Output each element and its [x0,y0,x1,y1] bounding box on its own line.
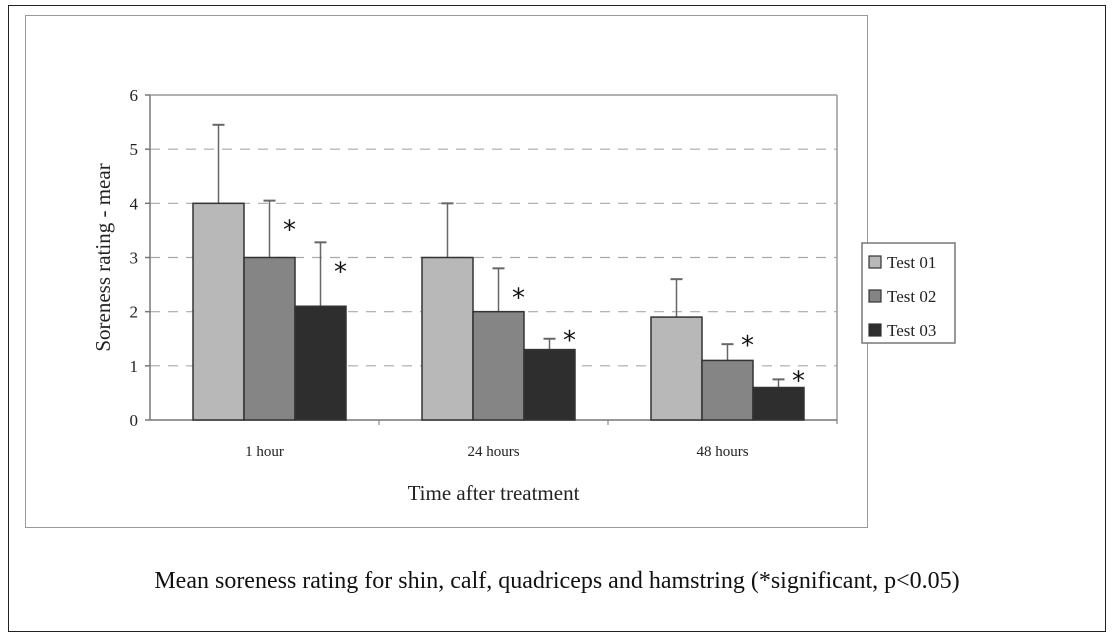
bar [192,202,245,421]
significance-marker: * [334,257,347,287]
significance-marker: * [512,283,525,313]
bar [752,386,805,421]
bar [523,348,576,421]
y-tick-label: 1 [130,357,139,376]
y-tick-label: 4 [130,194,139,213]
significance-marker: * [792,366,805,396]
y-axis-title: Soreness rating - mear [91,163,115,351]
y-tick-label: 6 [130,86,139,105]
x-axis-title: Time after treatment [408,481,580,505]
x-tick-label: 24 hours [467,444,519,460]
y-tick-label: 3 [130,249,139,268]
significance-marker: * [563,326,576,356]
figure-frame [8,5,1106,632]
y-tick-label: 2 [130,303,139,322]
legend-label: Test 02 [887,287,936,306]
y-tick-label: 5 [130,140,139,159]
x-tick-label: 48 hours [696,444,748,460]
significance-marker: * [283,216,296,246]
y-tick-label: 0 [130,411,139,430]
legend-swatch [868,289,882,303]
legend-label: Test 01 [887,253,936,272]
significance-marker: * [741,331,754,361]
figure-caption: Mean soreness rating for shin, calf, qua… [154,568,960,594]
bar [650,316,703,421]
bar [421,256,474,421]
bar [294,305,347,421]
bar [243,256,296,421]
x-tick-label: 1 hour [245,444,284,460]
legend-swatch [868,255,882,269]
legend-swatch [868,323,882,337]
bar [472,310,525,421]
bar [701,359,754,421]
legend-label: Test 03 [887,321,936,340]
